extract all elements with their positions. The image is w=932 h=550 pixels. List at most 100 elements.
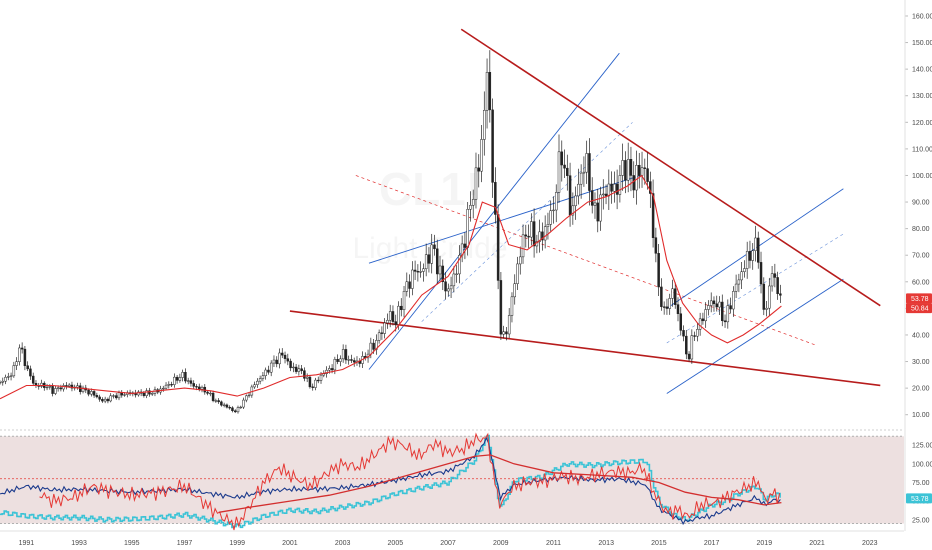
candle-body <box>449 285 453 290</box>
candle-body <box>305 376 309 379</box>
candle-body <box>768 285 771 309</box>
candle-body <box>494 182 497 215</box>
candle-body <box>577 183 580 197</box>
candle-body <box>20 347 24 350</box>
price-tick-label: 90.00 <box>912 200 930 207</box>
candle-body <box>721 301 724 322</box>
candle-body <box>275 359 278 365</box>
candle-body <box>679 313 683 331</box>
price-candles <box>0 50 782 414</box>
candle-body <box>660 286 663 307</box>
candle-body <box>278 352 281 365</box>
candle-body <box>643 167 647 169</box>
candle-body <box>632 175 635 191</box>
candle-body <box>103 398 107 402</box>
candle-body <box>90 391 93 395</box>
candle-body <box>394 321 397 325</box>
candle-body <box>372 342 375 350</box>
candle-body <box>40 382 43 387</box>
candle-body <box>150 393 154 395</box>
candle-body <box>247 394 251 397</box>
price-tick-label: 110.00 <box>912 146 932 153</box>
candle-body <box>200 386 204 390</box>
candle-body <box>635 164 638 191</box>
price-axis: 10.0020.0030.0040.0050.0060.0070.0080.00… <box>904 0 932 531</box>
candle-body <box>245 395 248 401</box>
candle-body <box>466 209 469 248</box>
candle-body <box>543 226 547 241</box>
candle-body <box>303 370 306 379</box>
candle-body <box>624 160 627 181</box>
candle-body <box>242 399 245 408</box>
candle-body <box>7 376 10 378</box>
candle-body <box>289 360 292 369</box>
price-tick-label: 160.00 <box>912 13 932 20</box>
candle-body <box>106 398 110 402</box>
candle-body <box>427 254 431 264</box>
candle-body <box>261 375 265 379</box>
candle-body <box>685 335 688 355</box>
time-tick-label: 1999 <box>229 540 245 547</box>
candle-body <box>209 392 212 395</box>
candle-body <box>281 352 284 356</box>
candle-body <box>447 288 450 292</box>
candle-body <box>292 366 295 369</box>
candle-body <box>546 224 550 227</box>
candle-body <box>726 305 730 323</box>
candle-body <box>178 377 182 381</box>
candle-body <box>491 109 494 183</box>
time-tick-label: 2005 <box>388 540 404 547</box>
candle-body <box>571 205 575 216</box>
candle-body <box>765 307 768 310</box>
candle-body <box>214 400 218 402</box>
candle-body <box>483 110 486 140</box>
candle-body <box>433 244 436 250</box>
time-tick-label: 2001 <box>282 540 298 547</box>
candle-body <box>729 305 732 310</box>
candle-body <box>751 250 754 261</box>
candle-body <box>610 183 613 192</box>
candle-body <box>698 318 702 330</box>
candle-body <box>15 361 18 366</box>
candle-body <box>31 375 35 384</box>
candle-body <box>145 390 148 396</box>
candle-body <box>314 379 317 388</box>
candle-body <box>413 269 417 272</box>
candle-body <box>444 281 447 292</box>
channel-line <box>355 175 818 346</box>
candle-body <box>759 262 763 285</box>
candle-body <box>673 288 677 305</box>
time-axis: 1991 1993 1995 1997 1999 2001 2003 2005 2007 2009… <box>19 540 878 547</box>
candle-body <box>297 368 301 372</box>
candle-body <box>521 234 525 258</box>
candle-body <box>391 311 395 322</box>
candle-body <box>114 395 118 399</box>
candle-body <box>474 167 478 200</box>
candle-body <box>54 388 57 394</box>
price-tick-label: 10.00 <box>912 412 930 419</box>
candle-body <box>211 392 215 401</box>
candle-body <box>665 306 669 309</box>
price-tick-label: 20.00 <box>912 386 930 393</box>
candle-body <box>189 380 193 384</box>
candle-body <box>715 303 718 308</box>
candle-body <box>12 365 16 377</box>
candle-body <box>264 369 267 377</box>
candle-body <box>225 404 229 408</box>
candle-body <box>258 378 262 382</box>
candle-body <box>311 386 314 388</box>
candle-body <box>737 279 741 285</box>
time-tick-label: 1997 <box>177 540 193 547</box>
candle-body <box>516 263 519 284</box>
candle-body <box>602 193 605 196</box>
candle-body <box>222 404 226 406</box>
candle-body <box>56 387 60 389</box>
candle-body <box>530 221 533 238</box>
candle-body <box>532 221 536 247</box>
price-tick-label: 30.00 <box>912 359 930 366</box>
candle-body <box>319 374 323 381</box>
time-tick-label: 2009 <box>493 540 509 547</box>
candle-body <box>676 304 680 314</box>
time-tick-label: 1995 <box>124 540 140 547</box>
